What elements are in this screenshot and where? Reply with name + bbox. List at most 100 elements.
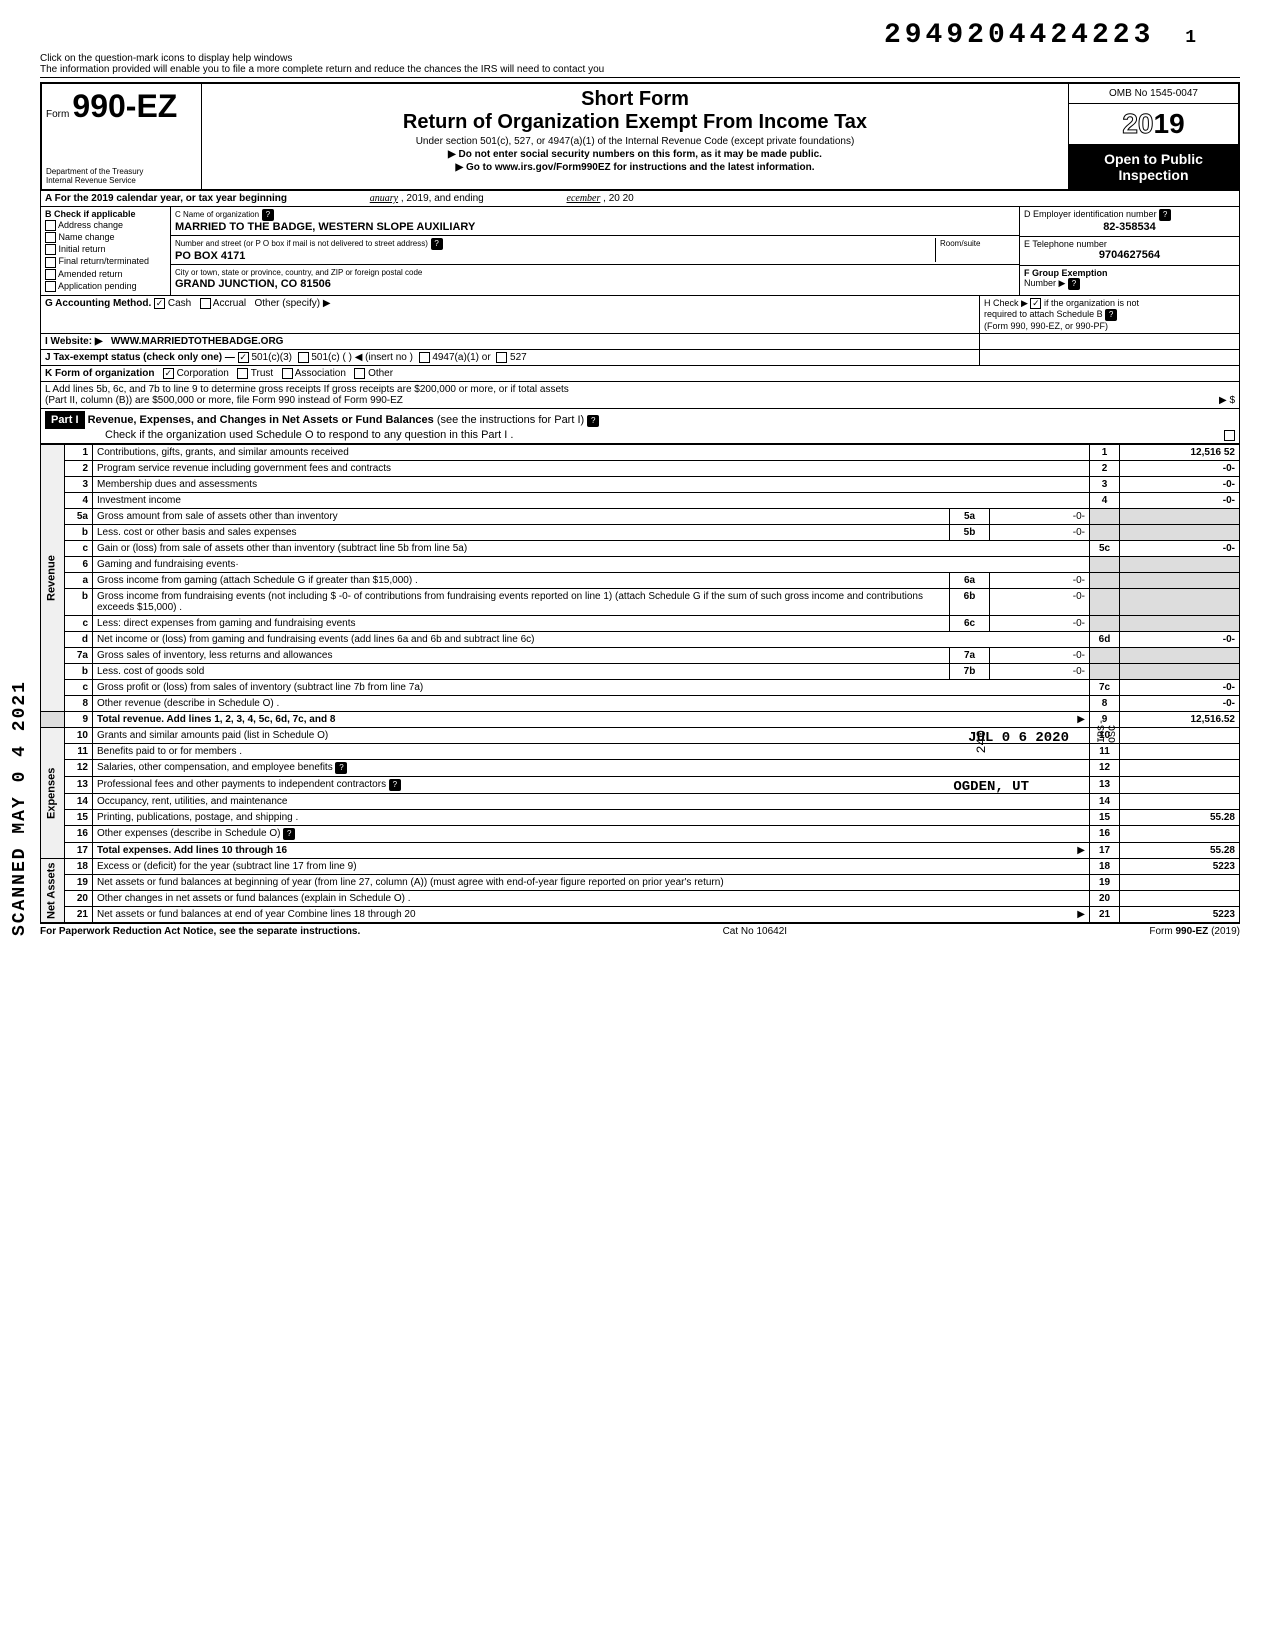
line-val: 12,516 52 <box>1120 445 1240 461</box>
chk-corporation[interactable] <box>163 368 174 379</box>
chk-address-change[interactable]: Address change <box>45 220 166 231</box>
row-j-tax-exempt: J Tax-exempt status (check only one) — 5… <box>40 350 1240 366</box>
help-icon[interactable]: ? <box>335 762 347 774</box>
dept-line-1: Department of the Treasury <box>46 167 197 176</box>
help-text-block: Click on the question-mark icons to disp… <box>40 51 1240 78</box>
website-value: WWW.MARRIEDTOTHEBADGE.ORG <box>111 336 284 347</box>
chk-association[interactable] <box>282 368 293 379</box>
row-a-label: A For the 2019 calendar year, or tax yea… <box>45 193 287 204</box>
chk-name-change[interactable]: Name change <box>45 232 166 243</box>
row-l-text1: L Add lines 5b, 6c, and 7b to line 9 to … <box>45 384 569 395</box>
help-icon[interactable]: ? <box>283 828 295 840</box>
table-row: 21Net assets or fund balances at end of … <box>41 907 1240 923</box>
l7c-desc: Gross profit or (loss) from sales of inv… <box>97 682 423 693</box>
omb-number: OMB No 1545-0047 <box>1069 84 1238 104</box>
opt-cash: Cash <box>168 298 191 309</box>
row-h-text4: (Form 990, 990-EZ, or 990-PF) <box>984 321 1108 331</box>
row-g-accounting: G Accounting Method. Cash Accrual Other … <box>40 296 1240 334</box>
dept-line-2: Internal Revenue Service <box>46 176 197 185</box>
year-suffix: 19 <box>1154 108 1185 139</box>
help-icon[interactable]: ? <box>587 415 599 427</box>
opt-other-org: Other <box>368 368 393 379</box>
header-mid: Short Form Return of Organization Exempt… <box>202 84 1068 189</box>
chk-accrual[interactable] <box>200 298 211 309</box>
chk-label-0: Address change <box>58 220 123 230</box>
org-address: PO BOX 4171 <box>175 250 245 262</box>
table-row: cGain or (loss) from sale of assets othe… <box>41 541 1240 557</box>
table-row: 8Other revenue (describe in Schedule O) … <box>41 696 1240 712</box>
part-1-title-suffix: (see the instructions for Part I) <box>437 414 584 426</box>
table-row: cLess: direct expenses from gaming and f… <box>41 616 1240 632</box>
form-number: 990-EZ <box>72 88 177 124</box>
table-row: Expenses 10 Grants and similar amounts p… <box>41 728 1240 744</box>
table-row: 16Other expenses (describe in Schedule O… <box>41 826 1240 843</box>
chk-cash[interactable] <box>154 298 165 309</box>
l16-desc: Other expenses (describe in Schedule O) <box>97 828 280 839</box>
row-j-label: J Tax-exempt status (check only one) — <box>45 352 235 363</box>
stamp-received-date: JUL 0 6 2020 <box>968 730 1069 746</box>
chk-501c3[interactable] <box>238 352 249 363</box>
stamp-irs-osc: IRS-OSC <box>1097 713 1119 743</box>
table-row: 5aGross amount from sale of assets other… <box>41 509 1240 525</box>
l9-desc: Total revenue. Add lines 1, 2, 3, 4, 5c,… <box>97 714 335 725</box>
table-row: Revenue 1 Contributions, gifts, grants, … <box>41 445 1240 461</box>
help-line-1: Click on the question-mark icons to disp… <box>40 53 1240 64</box>
help-icon[interactable]: ? <box>389 779 401 791</box>
part-1-table: Revenue 1 Contributions, gifts, grants, … <box>40 444 1240 923</box>
header-left: Form 990-EZ Department of the Treasury I… <box>42 84 202 189</box>
help-icon[interactable]: ? <box>1105 309 1117 321</box>
tax-year: 2019 <box>1069 104 1238 145</box>
help-icon[interactable]: ? <box>262 209 274 221</box>
doc-id-number: 2949204424223 1 <box>40 20 1240 51</box>
year-prefix: 20 <box>1122 108 1153 139</box>
chk-schedule-b[interactable] <box>1030 298 1041 309</box>
help-icon[interactable]: ? <box>1159 209 1171 221</box>
help-icon[interactable]: ? <box>1068 278 1080 290</box>
chk-4947[interactable] <box>419 352 430 363</box>
chk-other-org[interactable] <box>354 368 365 379</box>
footer-right: Form 990-EZ (2019) <box>1149 926 1240 937</box>
subtitle-2: ▶ Do not enter social security numbers o… <box>206 149 1064 160</box>
part-1-title: Revenue, Expenses, and Changes in Net As… <box>88 414 434 426</box>
phone-label: E Telephone number <box>1024 239 1107 249</box>
form-prefix: Form <box>46 109 69 120</box>
row-l-text2: (Part II, column (B)) are $500,000 or mo… <box>45 395 403 406</box>
row-a-end2: , 20 20 <box>603 193 634 204</box>
chk-schedule-o[interactable] <box>1224 430 1235 441</box>
chk-amended[interactable]: Amended return <box>45 269 166 280</box>
row-i-label: I Website: ▶ <box>45 336 103 347</box>
table-row: 15Printing, publications, postage, and s… <box>41 810 1240 826</box>
room-label: Room/suite <box>940 239 980 248</box>
scanned-stamp: SCANNED MAY 0 4 2021 <box>10 680 30 936</box>
row-k-form-org: K Form of organization Corporation Trust… <box>40 366 1240 382</box>
addr-label: Number and street (or P O box if mail is… <box>175 239 428 248</box>
table-row: bLess. cost of goods sold7b-0- <box>41 664 1240 680</box>
chk-final-return[interactable]: Final return/terminated <box>45 256 166 267</box>
chk-pending[interactable]: Application pending <box>45 281 166 292</box>
row-i-website: I Website: ▶ WWW.MARRIEDTOTHEBADGE.ORG <box>40 334 1240 350</box>
table-row: 3Membership dues and assessments3-0- <box>41 477 1240 493</box>
chk-501c[interactable] <box>298 352 309 363</box>
row-a-end: ecember <box>567 193 601 204</box>
row-k-label: K Form of organization <box>45 368 154 379</box>
chk-527[interactable] <box>496 352 507 363</box>
help-icon[interactable]: ? <box>431 238 443 250</box>
col-b-checkboxes: B Check if applicable Address change Nam… <box>41 207 171 295</box>
open-public-badge: Open to Public Inspection <box>1069 145 1238 189</box>
table-row: 13Professional fees and other payments t… <box>41 777 1240 794</box>
table-row: bLess. cost or other basis and sales exp… <box>41 525 1240 541</box>
chk-trust[interactable] <box>237 368 248 379</box>
table-row: 6Gaming and fundraising events· <box>41 557 1240 573</box>
table-row: 19Net assets or fund balances at beginni… <box>41 875 1240 891</box>
table-row: Net Assets 18Excess or (deficit) for the… <box>41 859 1240 875</box>
chk-label-3: Final return/terminated <box>59 256 150 266</box>
table-row: dNet income or (loss) from gaming and fu… <box>41 632 1240 648</box>
table-row: 2Program service revenue including gover… <box>41 461 1240 477</box>
org-name: MARRIED TO THE BADGE, WESTERN SLOPE AUXI… <box>175 221 475 233</box>
row-h-text: H Check ▶ <box>984 298 1028 308</box>
subtitle-1: Under section 501(c), 527, or 4947(a)(1)… <box>206 136 1064 147</box>
opt-4947: 4947(a)(1) or <box>432 352 490 363</box>
chk-initial-return[interactable]: Initial return <box>45 244 166 255</box>
open-line-2: Inspection <box>1075 167 1232 183</box>
l13-desc: Professional fees and other payments to … <box>97 779 386 790</box>
